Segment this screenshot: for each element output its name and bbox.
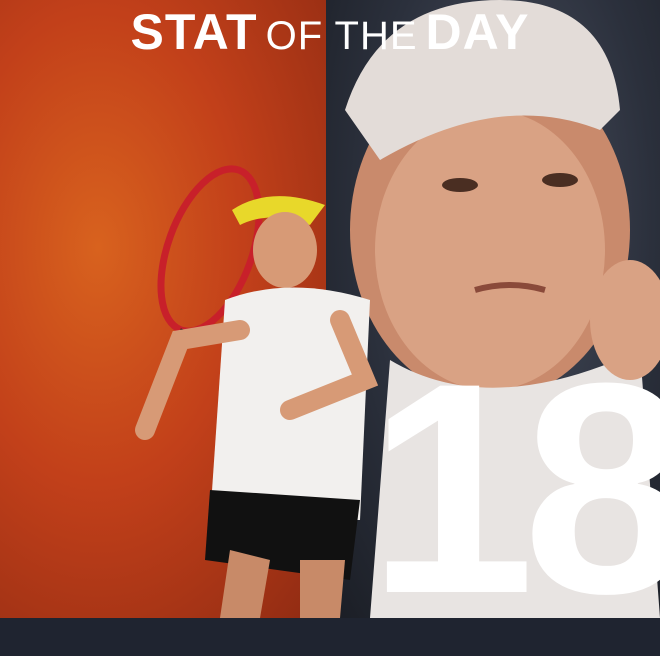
player-action-figure [135,165,379,618]
headline-stat: STAT [130,4,258,60]
player-artwork [135,0,660,618]
stat-number: 18 [368,320,660,656]
headline-of-the: OF THE [265,14,418,58]
cap [345,0,620,160]
player-portrait-closeup [345,0,660,618]
headline: STAT OF THE DAY [0,6,660,62]
headline-day: DAY [425,4,530,60]
